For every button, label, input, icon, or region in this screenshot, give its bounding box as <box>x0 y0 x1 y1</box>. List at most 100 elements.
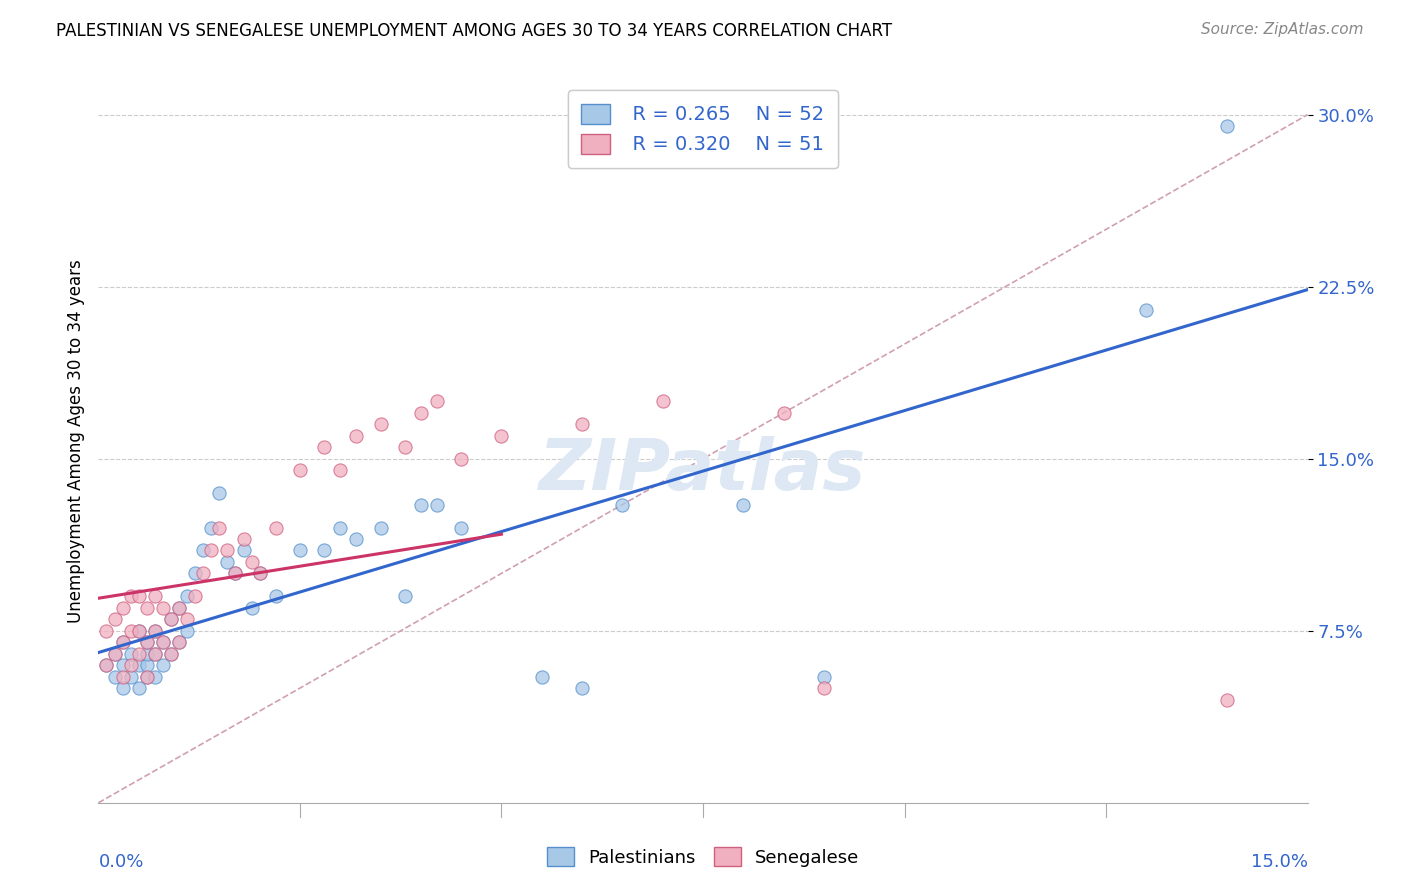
Point <box>128 647 150 661</box>
Point <box>128 624 150 638</box>
Point <box>329 520 352 534</box>
Point <box>240 600 263 615</box>
Point <box>143 624 166 638</box>
Point <box>1216 119 1239 133</box>
Point <box>426 394 449 409</box>
Point <box>370 417 392 432</box>
Point <box>200 520 222 534</box>
Point <box>651 394 673 409</box>
Point <box>314 543 336 558</box>
Point <box>208 486 231 500</box>
Point <box>111 670 134 684</box>
Point <box>143 624 166 638</box>
Point <box>176 624 198 638</box>
Point <box>160 612 183 626</box>
Point <box>249 566 271 581</box>
Point <box>135 635 157 649</box>
Point <box>217 555 239 569</box>
Point <box>813 670 835 684</box>
Point <box>200 543 222 558</box>
Point <box>160 612 183 626</box>
Point <box>1135 302 1157 317</box>
Text: Source: ZipAtlas.com: Source: ZipAtlas.com <box>1201 22 1364 37</box>
Point <box>264 520 287 534</box>
Point <box>176 590 198 604</box>
Point <box>232 543 254 558</box>
Point <box>612 498 634 512</box>
Legend:   R = 0.265    N = 52,   R = 0.320    N = 51: R = 0.265 N = 52, R = 0.320 N = 51 <box>568 90 838 168</box>
Text: 0.0%: 0.0% <box>98 854 143 871</box>
Point <box>103 670 125 684</box>
Point <box>143 647 166 661</box>
Point <box>772 406 794 420</box>
Point <box>264 590 287 604</box>
Point <box>152 600 174 615</box>
Point <box>193 543 215 558</box>
Point <box>530 670 553 684</box>
Point <box>96 658 118 673</box>
Point <box>733 498 755 512</box>
Point <box>329 463 352 477</box>
Point <box>240 555 263 569</box>
Text: ZIPatlas: ZIPatlas <box>540 436 866 505</box>
Y-axis label: Unemployment Among Ages 30 to 34 years: Unemployment Among Ages 30 to 34 years <box>66 260 84 624</box>
Point <box>813 681 835 695</box>
Legend: Palestinians, Senegalese: Palestinians, Senegalese <box>540 840 866 874</box>
Point <box>135 635 157 649</box>
Point <box>152 635 174 649</box>
Point <box>167 635 190 649</box>
Point <box>193 566 215 581</box>
Point <box>135 647 157 661</box>
Text: 15.0%: 15.0% <box>1250 854 1308 871</box>
Point <box>135 658 157 673</box>
Point <box>111 635 134 649</box>
Point <box>571 417 593 432</box>
Point <box>217 543 239 558</box>
Point <box>152 635 174 649</box>
Point <box>103 612 125 626</box>
Point <box>208 520 231 534</box>
Point <box>249 566 271 581</box>
Point <box>184 566 207 581</box>
Point <box>426 498 449 512</box>
Point <box>152 658 174 673</box>
Point <box>120 624 142 638</box>
Point <box>450 451 472 466</box>
Point <box>160 647 183 661</box>
Point <box>288 543 311 558</box>
Point <box>96 658 118 673</box>
Point <box>120 670 142 684</box>
Point <box>184 590 207 604</box>
Point <box>120 647 142 661</box>
Point <box>167 600 190 615</box>
Point <box>143 647 166 661</box>
Point <box>143 590 166 604</box>
Point <box>128 590 150 604</box>
Point <box>288 463 311 477</box>
Point <box>128 658 150 673</box>
Point <box>96 624 118 638</box>
Point <box>450 520 472 534</box>
Point <box>120 590 142 604</box>
Point <box>224 566 246 581</box>
Point <box>135 670 157 684</box>
Point <box>491 429 513 443</box>
Point <box>344 532 367 546</box>
Point <box>128 624 150 638</box>
Point <box>111 658 134 673</box>
Point <box>394 590 416 604</box>
Point <box>143 670 166 684</box>
Point <box>167 635 190 649</box>
Point <box>176 612 198 626</box>
Point <box>232 532 254 546</box>
Point <box>224 566 246 581</box>
Point <box>111 681 134 695</box>
Point <box>314 440 336 454</box>
Point <box>120 658 142 673</box>
Point <box>167 600 190 615</box>
Point <box>344 429 367 443</box>
Point <box>409 406 432 420</box>
Point <box>111 635 134 649</box>
Point <box>111 600 134 615</box>
Point <box>103 647 125 661</box>
